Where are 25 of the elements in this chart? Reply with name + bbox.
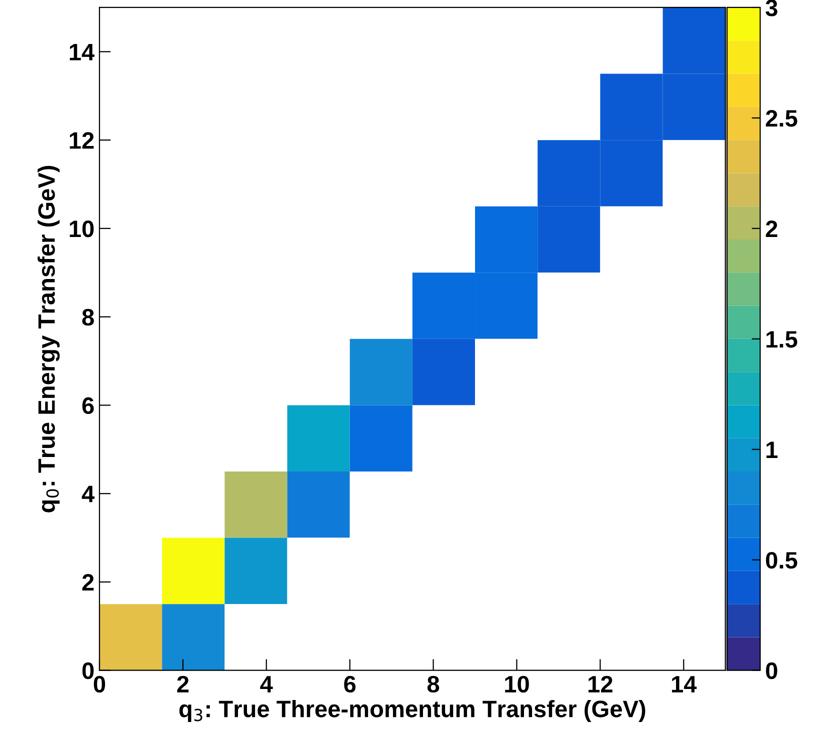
- y-tick-label: 4: [82, 486, 94, 502]
- y-tick-label: 0: [82, 662, 94, 680]
- x-tick-label: 8: [427, 676, 440, 693]
- color-bar-label: 3: [766, 0, 778, 16]
- y-tick-label: 14: [70, 44, 94, 60]
- x-tick-label: 14: [672, 676, 697, 692]
- color-bar-label: 2.5: [766, 110, 798, 127]
- y-tick-label: 12: [70, 132, 94, 149]
- color-bar-label: 0: [766, 662, 778, 680]
- y-tick-label: 10: [70, 220, 94, 238]
- y-axis-title: q$_{0}$: True Energy Transfer (GeV): [38, 166, 60, 512]
- x-tick-label: 2: [177, 676, 189, 692]
- y-tick-label: 8: [82, 308, 94, 326]
- color-bar-label: 1: [766, 442, 778, 458]
- color-bar-label: 1.5: [766, 331, 798, 348]
- color-bar-label: 2: [766, 220, 778, 237]
- x-tick-label: 12: [588, 676, 612, 692]
- color-bar-label: 0.5: [766, 552, 798, 569]
- y-tick-label: 6: [82, 397, 94, 414]
- x-tick-label: 4: [260, 676, 273, 692]
- x-tick-label: 6: [344, 676, 356, 693]
- x-tick-label: 10: [505, 676, 529, 693]
- x-tick-label: 0: [94, 676, 106, 693]
- x-axis-title: q$_{3}$: True Three-momentum Transfer (GeV): [179, 700, 646, 722]
- y-tick-label: 2: [82, 574, 94, 591]
